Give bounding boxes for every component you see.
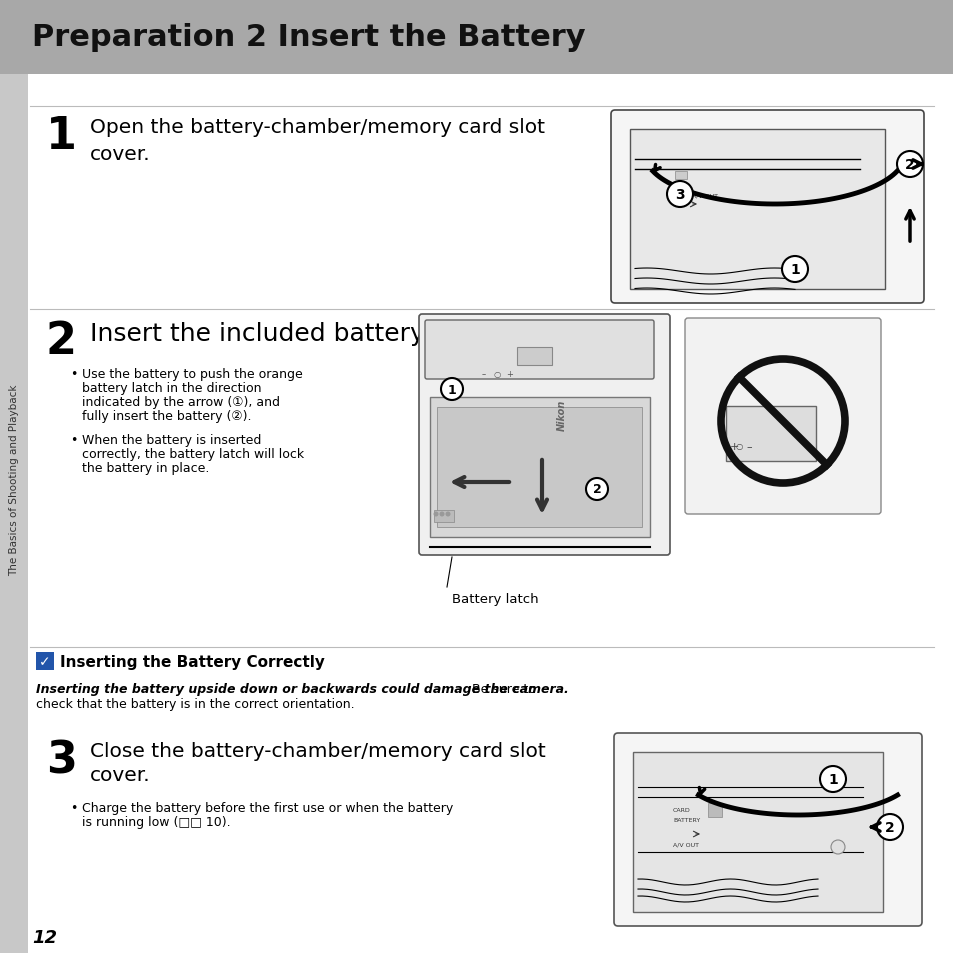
Bar	[675, 172, 686, 180]
Text: Use the battery to push the orange: Use the battery to push the orange	[82, 368, 302, 380]
Circle shape	[585, 478, 607, 500]
Text: is running low (□□ 10).: is running low (□□ 10).	[82, 815, 231, 828]
Text: •: •	[70, 801, 77, 814]
FancyBboxPatch shape	[614, 733, 921, 926]
Text: 1: 1	[46, 115, 77, 158]
Text: Open the battery-chamber/memory card slot: Open the battery-chamber/memory card slo…	[90, 118, 544, 137]
Text: 3: 3	[46, 740, 77, 782]
Circle shape	[830, 841, 844, 854]
Text: The Basics of Shooting and Playback: The Basics of Shooting and Playback	[9, 384, 19, 576]
Text: RY: RY	[669, 193, 677, 198]
Text: –: –	[481, 370, 486, 378]
Text: 3: 3	[675, 188, 684, 202]
Bar	[0, 75, 28, 953]
Circle shape	[781, 256, 807, 283]
Text: Close the battery-chamber/memory card slot: Close the battery-chamber/memory card sl…	[90, 741, 545, 760]
Text: the battery in place.: the battery in place.	[82, 461, 209, 475]
Bar	[725, 407, 815, 461]
FancyBboxPatch shape	[684, 318, 880, 515]
Circle shape	[439, 512, 444, 517]
Text: 1: 1	[447, 383, 456, 396]
Text: Inserting the battery upside down or backwards could damage the camera.: Inserting the battery upside down or bac…	[36, 682, 568, 696]
FancyBboxPatch shape	[424, 320, 654, 379]
Circle shape	[445, 512, 450, 517]
Text: Preparation 2 Insert the Battery: Preparation 2 Insert the Battery	[32, 23, 585, 52]
Text: ○: ○	[494, 370, 500, 378]
Bar	[36, 652, 54, 670]
Circle shape	[876, 814, 902, 841]
Text: •: •	[70, 368, 77, 380]
Text: indicated by the arrow (①), and: indicated by the arrow (①), and	[82, 395, 280, 409]
Text: When the battery is inserted: When the battery is inserted	[82, 434, 261, 447]
Text: battery latch in the direction: battery latch in the direction	[82, 381, 261, 395]
Text: correctly, the battery latch will lock: correctly, the battery latch will lock	[82, 448, 304, 460]
FancyBboxPatch shape	[610, 111, 923, 304]
Text: A/V OUT: A/V OUT	[672, 842, 699, 847]
Text: 12: 12	[32, 928, 57, 946]
Text: Be sure to: Be sure to	[467, 682, 535, 696]
Text: 2: 2	[46, 319, 77, 363]
FancyBboxPatch shape	[418, 314, 669, 556]
Text: 2: 2	[592, 483, 600, 496]
Circle shape	[433, 512, 438, 517]
Text: ○: ○	[735, 441, 742, 451]
Circle shape	[820, 766, 845, 792]
Text: cover.: cover.	[90, 145, 151, 164]
Bar	[436, 408, 641, 527]
Circle shape	[666, 182, 692, 208]
Bar	[629, 130, 884, 290]
Bar	[0, 0, 953, 75]
Text: fully insert the battery (②).: fully insert the battery (②).	[82, 410, 252, 422]
Text: +: +	[505, 370, 513, 378]
Bar	[633, 752, 882, 912]
Text: Charge the battery before the first use or when the battery: Charge the battery before the first use …	[82, 801, 453, 814]
Circle shape	[440, 378, 462, 400]
Text: check that the battery is in the correct orientation.: check that the battery is in the correct…	[36, 698, 355, 710]
Text: ✓: ✓	[39, 655, 51, 668]
Text: cover.: cover.	[90, 765, 151, 784]
Bar	[434, 511, 454, 522]
Text: Nikon: Nikon	[557, 399, 566, 431]
Text: CARD: CARD	[672, 807, 690, 812]
Text: Insert the included battery.: Insert the included battery.	[90, 322, 429, 346]
Text: 1: 1	[827, 772, 837, 786]
Text: 1: 1	[789, 263, 799, 276]
Circle shape	[896, 152, 923, 178]
Text: –: –	[745, 441, 751, 452]
Text: RD: RD	[669, 185, 679, 190]
Bar	[707, 803, 721, 817]
Text: Inserting the Battery Correctly: Inserting the Battery Correctly	[60, 654, 325, 669]
Text: +: +	[729, 441, 739, 452]
Text: Battery latch: Battery latch	[452, 593, 538, 605]
Text: BATTERY: BATTERY	[672, 817, 700, 822]
Text: A/V OUT: A/V OUT	[691, 193, 718, 198]
Bar	[517, 348, 552, 366]
Text: 2: 2	[884, 821, 894, 834]
Text: 2: 2	[904, 158, 914, 172]
Bar	[430, 397, 649, 537]
Text: •: •	[70, 434, 77, 447]
